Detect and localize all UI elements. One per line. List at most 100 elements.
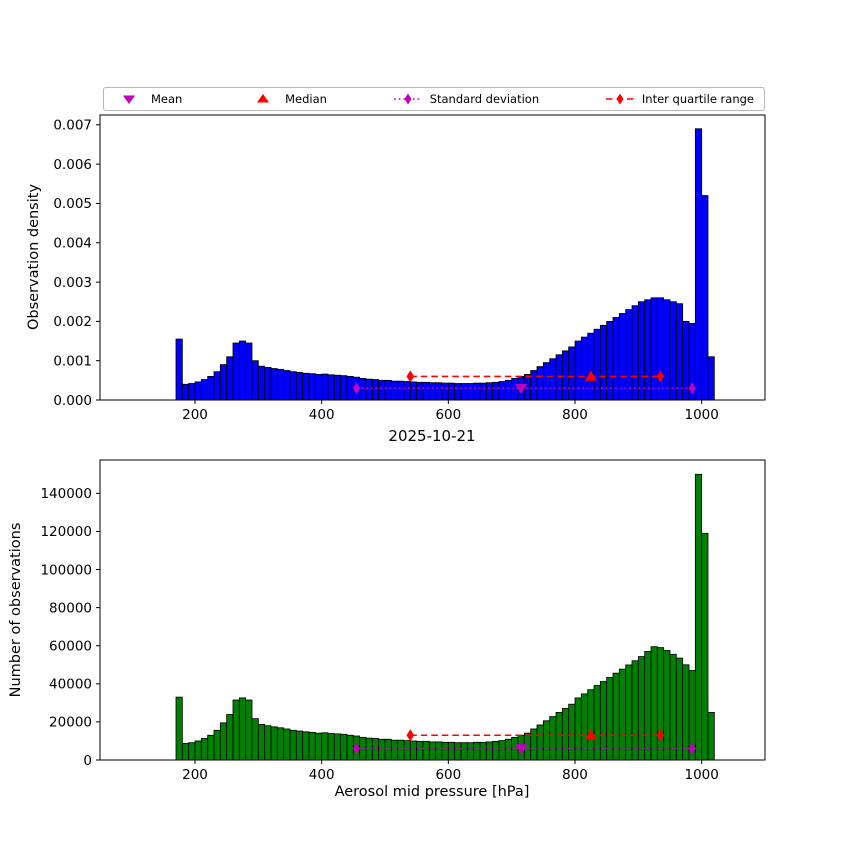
histogram-bar <box>333 733 342 761</box>
mean-marker <box>515 744 528 755</box>
histogram-bar <box>359 377 367 401</box>
histogram-bar <box>612 672 620 761</box>
histogram-bar <box>580 693 589 761</box>
legend-label: Mean <box>151 92 183 106</box>
histogram-bar <box>549 716 557 761</box>
histogram-bar <box>650 646 658 761</box>
mean-legend-icon <box>123 95 135 104</box>
histogram-bar <box>568 703 576 761</box>
histogram-bar <box>238 340 247 401</box>
histogram-bar <box>504 738 513 761</box>
legend-label: Standard deviation <box>429 92 540 106</box>
histogram-bar <box>574 697 582 761</box>
histogram-bar <box>264 725 272 761</box>
histogram-bar <box>295 372 304 401</box>
y-tick-label: 100000 <box>40 562 92 578</box>
legend-item-median: Median <box>248 92 327 106</box>
y-tick-label: 60000 <box>49 639 92 655</box>
histogram-bar <box>238 697 247 761</box>
std-legend-icon <box>393 93 422 105</box>
legend-item-std: Standard deviation <box>393 92 539 106</box>
histogram-bar <box>561 707 570 761</box>
histogram-bar <box>542 720 551 761</box>
iqr-low-marker <box>406 370 415 383</box>
axes-frame <box>99 114 766 401</box>
histogram-bar <box>644 299 652 401</box>
x-tick-label: 1000 <box>684 407 718 423</box>
x-tick-label: 200 <box>182 767 208 783</box>
histogram-bar <box>302 372 310 401</box>
y-tick-label: 40000 <box>49 677 92 693</box>
histogram-bar <box>245 342 253 401</box>
iqr-high-marker <box>656 370 665 383</box>
histogram-bar <box>232 342 240 401</box>
histogram-bar <box>403 381 411 401</box>
histogram-bar <box>460 383 468 401</box>
histogram-bar <box>314 374 323 401</box>
histogram-bar <box>308 373 316 401</box>
histogram-bar <box>447 741 456 761</box>
histogram-bar <box>523 374 532 401</box>
histogram-bar <box>561 350 570 401</box>
histogram-bar <box>327 374 335 401</box>
iqr-low-marker <box>406 729 415 742</box>
histogram-bar <box>473 741 481 761</box>
y-tick-label: 80000 <box>49 600 92 616</box>
legend-label: Median <box>285 92 327 106</box>
y-tick-label: 140000 <box>40 486 92 502</box>
histogram-bar <box>675 657 684 761</box>
histogram-bar <box>675 303 684 401</box>
histogram-bar <box>454 742 462 761</box>
histogram-bar <box>625 309 633 401</box>
histogram-bar <box>428 741 437 761</box>
histogram-bar <box>492 381 500 401</box>
x-axis-label: Aerosol mid pressure [hPa] <box>334 784 530 800</box>
x-tick-label: 600 <box>435 407 461 423</box>
histogram-bar <box>536 366 544 401</box>
histogram-bar <box>637 301 646 401</box>
y-tick-label: 20000 <box>49 715 92 731</box>
iqr-high-marker <box>656 729 665 742</box>
histogram-bar <box>422 381 430 401</box>
histogram-bar <box>549 358 557 401</box>
histogram-bar <box>251 360 259 401</box>
histogram-bar <box>378 738 386 761</box>
histogram-bar <box>384 379 392 401</box>
histogram-bar <box>435 741 443 761</box>
histogram-bar <box>416 740 424 761</box>
histogram-bar <box>618 668 627 761</box>
histogram-bar <box>397 739 405 761</box>
histogram-bar <box>327 733 335 761</box>
histogram-bar <box>441 741 449 761</box>
histogram-bar <box>669 653 677 761</box>
histogram-bar <box>181 383 190 401</box>
histogram-bar <box>644 651 652 761</box>
histogram-bar <box>587 332 595 401</box>
histogram-bar <box>257 365 266 401</box>
histogram-bar <box>663 650 671 761</box>
x-tick-label: 800 <box>562 767 588 783</box>
histogram-bar <box>568 346 576 401</box>
x-tick-label: 1000 <box>684 767 718 783</box>
plot-title: 2025-10-21 <box>388 427 476 445</box>
y-tick-label: 0.002 <box>53 314 92 330</box>
histogram-bar <box>390 380 399 401</box>
histogram-bar <box>447 382 456 401</box>
histogram-bar <box>498 740 506 761</box>
histogram-bar <box>207 734 215 761</box>
histogram-bar <box>460 742 468 761</box>
histogram-bar <box>466 383 475 401</box>
histogram-bar <box>302 731 310 761</box>
y-tick-label: 0 <box>83 753 92 769</box>
y-tick-label: 0.001 <box>53 353 92 369</box>
legend-item-mean: Mean <box>114 92 182 106</box>
median-legend-icon <box>257 94 270 103</box>
histogram-bar <box>390 739 399 761</box>
count-histogram-panel: 200 400 600 800 1000 0 20000 40000 60000 80000 100… <box>40 459 766 783</box>
histogram-bar <box>606 676 614 761</box>
histogram-bar <box>270 368 278 401</box>
median-marker <box>584 729 597 740</box>
histogram-bar <box>321 373 329 401</box>
histogram-bar <box>371 379 380 401</box>
histogram-bar <box>441 382 449 401</box>
